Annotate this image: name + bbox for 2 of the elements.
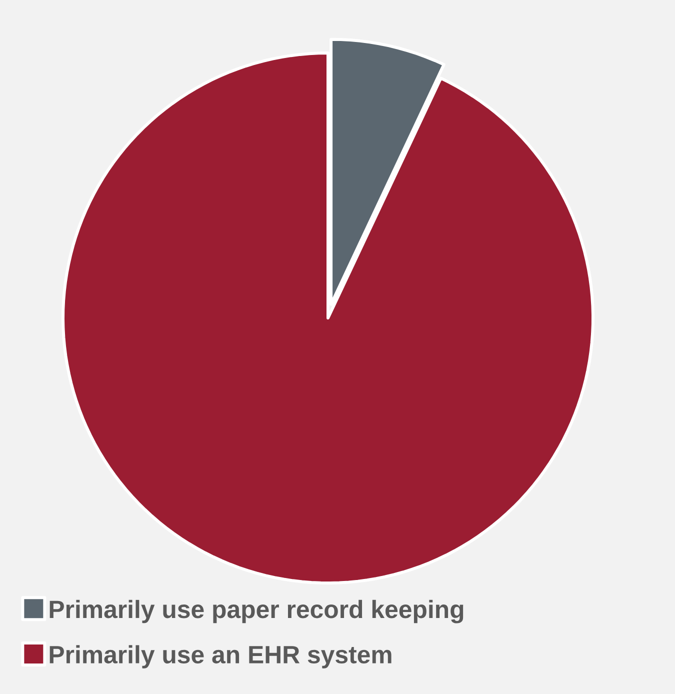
legend-label: Primarily use paper record keeping [50, 600, 464, 624]
legend-label: Primarily use an EHR system [50, 645, 392, 668]
